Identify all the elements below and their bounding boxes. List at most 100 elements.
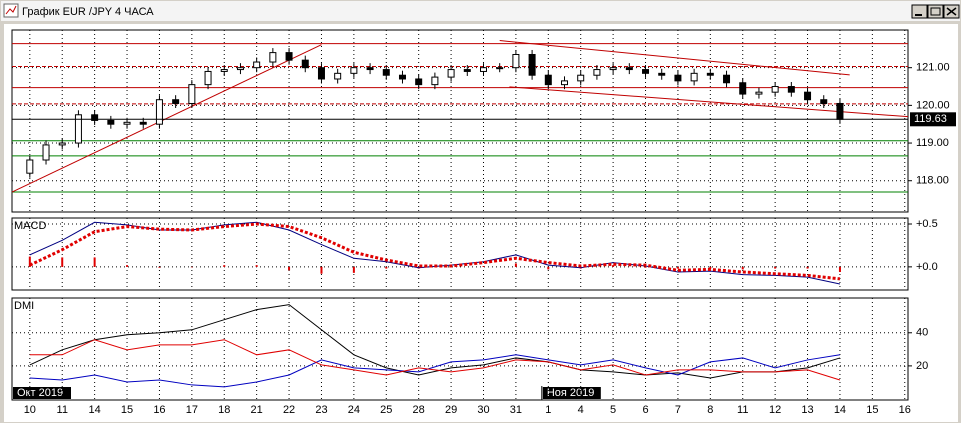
window-buttons[interactable] (911, 4, 960, 19)
minimize-button[interactable] (911, 4, 928, 19)
x-tick-label: 13 (801, 404, 813, 416)
candle-body (172, 99, 180, 104)
x-tick-label: 18 (218, 404, 230, 416)
candle-body (382, 69, 390, 76)
candle-body (269, 52, 277, 63)
candle-body (642, 69, 650, 74)
candle-body (334, 72, 342, 80)
candle-body (674, 74, 682, 82)
candle-body (512, 53, 520, 69)
candle-body (561, 80, 569, 86)
histogram-bar (514, 263, 517, 267)
window-icon-line (5, 5, 17, 15)
x-tick-label: 8 (707, 404, 713, 416)
title-bar (1, 1, 960, 21)
panel-frame (11, 297, 909, 401)
candle-body (123, 121, 131, 125)
candle-body (706, 72, 714, 76)
x-tick-label: 6 (642, 404, 648, 416)
x-tick-label: 15 (866, 404, 878, 416)
y-tick-label: 40 (916, 327, 928, 339)
histogram-bar (93, 257, 96, 267)
indicator-line (29, 354, 841, 388)
last-price-box (910, 112, 956, 127)
x-tick-label: 29 (445, 404, 457, 416)
candle-body (74, 114, 82, 144)
candle-body (285, 52, 293, 61)
candle-body (204, 70, 212, 86)
candle-body (609, 67, 617, 71)
histogram-bar (385, 266, 388, 269)
histogram-bar (352, 266, 355, 273)
x-tick-label: 14 (834, 404, 846, 416)
indicator-line (29, 304, 841, 379)
histogram-bar (547, 266, 550, 270)
x-tick-label: 1 (545, 404, 551, 416)
x-tick-label: 31 (510, 404, 522, 416)
histogram-bar (28, 256, 31, 267)
trend-line (11, 44, 322, 193)
candle-body (787, 86, 795, 93)
histogram-bar (838, 266, 841, 272)
y-tick-label: 121.00 (916, 62, 950, 74)
candle-body (366, 67, 374, 71)
candle-body (771, 86, 779, 93)
x-tick-label: 17 (186, 404, 198, 416)
panel-frame (11, 29, 909, 213)
month-box (13, 387, 71, 399)
histogram-bar (158, 266, 161, 268)
x-tick-label: 14 (89, 404, 101, 416)
histogram-bar (741, 266, 744, 270)
x-tick-label: 12 (769, 404, 781, 416)
window-title: График EUR /JPY 4 ЧАСА (22, 6, 154, 18)
candle-body (301, 59, 309, 69)
y-tick-label: 118.00 (916, 175, 949, 187)
candle-body (26, 159, 34, 174)
candle-body (690, 72, 698, 82)
maximize-icon (930, 7, 941, 16)
candle-body (577, 74, 585, 82)
month-label: Ноя 2019 (547, 387, 595, 399)
y-tick-label: 119.00 (916, 137, 949, 149)
candle-body (139, 121, 147, 125)
histogram-bar (288, 266, 291, 271)
panel-label: DMI (14, 300, 34, 312)
candle-body (479, 67, 487, 72)
candle-body (836, 102, 844, 120)
candle-body (739, 82, 747, 95)
candle-body (398, 74, 406, 80)
x-tick-label: 25 (380, 404, 392, 416)
x-tick-label: 28 (413, 404, 425, 416)
month-box (542, 387, 601, 399)
x-tick-label: 5 (610, 404, 616, 416)
x-tick-label: 16 (899, 404, 911, 416)
x-tick-label: 30 (477, 404, 489, 416)
x-tick-label: 4 (578, 404, 584, 416)
candle-body (317, 67, 325, 80)
histogram-bar (676, 266, 679, 269)
y-tick-label: +0.0 (916, 261, 938, 273)
histogram-bar (482, 266, 485, 267)
candle-body (42, 144, 50, 161)
histogram-bar (644, 266, 647, 268)
candle-body (658, 72, 666, 76)
x-tick-label: 11 (737, 404, 748, 416)
histogram-bar (806, 266, 809, 269)
indicator-line (29, 339, 841, 381)
candle-body (220, 69, 228, 72)
maximize-button[interactable] (927, 4, 944, 19)
histogram-bar (320, 266, 323, 274)
x-tick-label: 10 (24, 404, 36, 416)
candle-body (447, 69, 455, 78)
x-tick-label: 15 (121, 404, 133, 416)
x-tick-label: 7 (675, 404, 681, 416)
histogram-bar (223, 265, 226, 267)
histogram-bar (709, 266, 712, 269)
candle-body (91, 114, 99, 121)
candle-body (625, 67, 633, 71)
x-tick-label: 22 (283, 404, 295, 416)
y-tick-label: 20 (916, 360, 928, 372)
candle-body (804, 91, 812, 101)
y-tick-label: +0.5 (916, 218, 938, 230)
